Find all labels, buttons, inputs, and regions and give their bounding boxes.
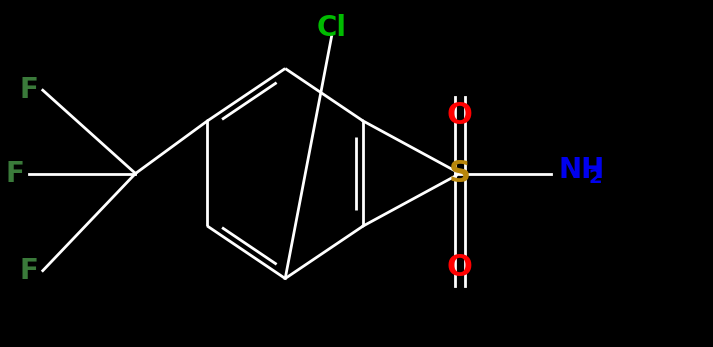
- Text: 2: 2: [588, 168, 602, 187]
- Text: NH: NH: [558, 155, 605, 184]
- Text: F: F: [20, 76, 39, 104]
- Text: O: O: [447, 253, 473, 282]
- Text: S: S: [449, 159, 471, 188]
- Text: O: O: [447, 101, 473, 130]
- Text: F: F: [6, 160, 24, 187]
- Text: F: F: [20, 257, 39, 285]
- Text: Cl: Cl: [317, 14, 347, 42]
